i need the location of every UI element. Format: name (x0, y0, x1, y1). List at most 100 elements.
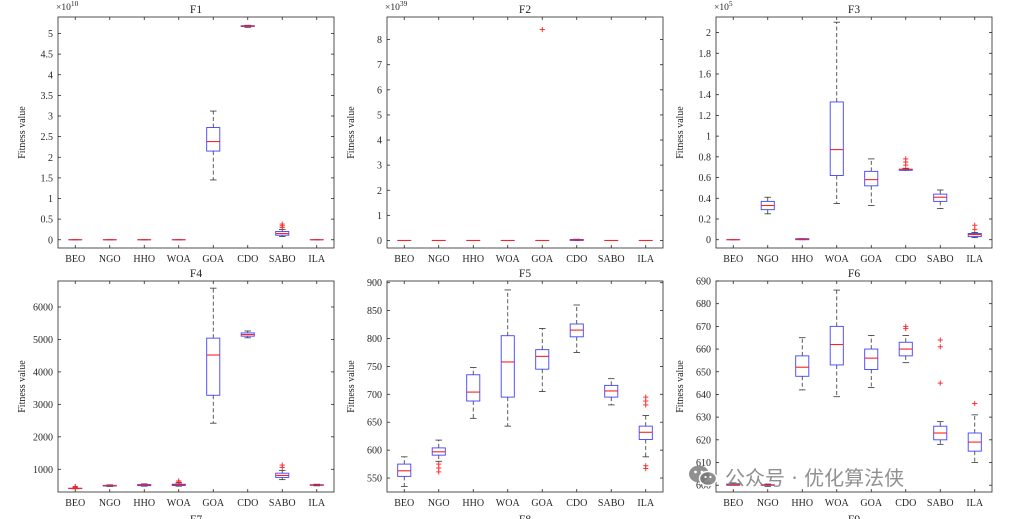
box-woa (171, 478, 186, 487)
y-tick-label: 4 (377, 136, 382, 147)
y-tick-label: 4 (48, 70, 53, 81)
x-tick-label: CDO (895, 254, 916, 265)
x-tick-label: ILA (637, 254, 654, 265)
iqr-box (206, 337, 221, 396)
iqr-box (864, 348, 879, 370)
x-tick-label: NGO (99, 254, 121, 265)
x-tick-label: SABO (927, 254, 954, 265)
plot-frame (715, 280, 993, 493)
box-cdo (240, 330, 255, 339)
chart-title: F4 (190, 268, 202, 280)
y-tick-label: 3 (377, 161, 382, 172)
y-axis-label: Fitness value (346, 360, 357, 413)
y-tick-label: 7 (377, 60, 382, 71)
y-tick-label: 3.5 (41, 91, 54, 102)
box-goa (535, 328, 550, 392)
chart-panel-f4: F4 Fitness value 1000 2000 3000 4000 5000 6000 B… (17, 268, 335, 509)
box-goa (864, 158, 879, 206)
y-axis-exponent: ×1039 (385, 0, 408, 13)
y-tick-label: 8 (377, 35, 382, 46)
box-beo (68, 483, 83, 490)
iqr-box (535, 349, 550, 370)
y-tick-label: 1 (706, 132, 711, 143)
x-tick-label: ILA (966, 254, 983, 265)
x-tick-label: WOA (167, 254, 192, 265)
x-tick-label: ILA (966, 498, 983, 509)
iqr-box (466, 374, 481, 402)
y-tick-label: 3 (48, 112, 53, 123)
x-tick-label: HHO (133, 254, 155, 265)
wechat-icon (689, 465, 718, 487)
chart-title: F5 (519, 268, 531, 280)
watermark: 公众号 · 优化算法侠 (688, 458, 904, 494)
plot-frame (57, 16, 335, 249)
outlier-marker (436, 461, 442, 467)
y-tick-label: 0.5 (41, 215, 54, 226)
y-tick-label: 0 (706, 235, 711, 246)
x-tick-label: WOA (496, 498, 521, 509)
y-tick-label: 5000 (33, 335, 53, 346)
x-tick-label: CDO (237, 254, 258, 265)
x-tick-label: BEO (723, 254, 743, 265)
y-axis-exponent-power: 39 (400, 0, 408, 8)
y-tick-label: 640 (696, 390, 711, 401)
outlier-marker (279, 462, 285, 468)
y-tick-label: 1.5 (41, 173, 54, 184)
y-tick-label: 2 (48, 153, 53, 164)
chart-panel-f3: F3 Fitness value ×105 0 0.2 0.4 0.6 0.8 1 1.2 1.4 1… (675, 0, 993, 265)
box-hho (466, 367, 481, 419)
x-tick-label: NGO (99, 498, 121, 509)
x-tick-label: GOA (531, 254, 553, 265)
x-tick-label: BEO (65, 254, 85, 265)
iqr-box (795, 355, 810, 377)
box-cdo (240, 24, 255, 28)
y-axis-label: Fitness value (675, 106, 686, 159)
iqr-box (864, 170, 879, 187)
y-tick-label: 5 (377, 110, 382, 121)
y-tick-label: 600 (367, 446, 382, 457)
outlier-marker (72, 483, 78, 490)
chart-panel-f2: F2 Fitness value ×1039 0 1 2 3 4 5 6 7 8 BEO NGO HHO WO… (346, 0, 664, 265)
y-tick-label: 690 (696, 277, 711, 288)
box-hho (795, 238, 810, 241)
box-hho (137, 483, 152, 487)
y-tick-label: 3000 (33, 400, 53, 411)
x-tick-label: WOA (496, 254, 521, 265)
next-chart-title: F9 (848, 514, 860, 519)
x-tick-label: NGO (428, 498, 450, 509)
x-tick-label: WOA (167, 498, 192, 509)
box-ila (967, 400, 982, 463)
plot-frame (57, 280, 335, 493)
y-axis-label: Fitness value (675, 360, 686, 413)
y-tick-label: 700 (367, 390, 382, 401)
x-tick-label: NGO (757, 498, 779, 509)
y-tick-label: 6000 (33, 302, 53, 313)
box-sabo (933, 189, 948, 210)
x-tick-label: HHO (791, 498, 813, 509)
x-tick-label: SABO (269, 254, 296, 265)
y-tick-label: 1.4 (699, 90, 712, 101)
iqr-box (829, 325, 844, 366)
x-tick-label: SABO (598, 498, 625, 509)
plot-frame (386, 280, 664, 493)
y-tick-label: 660 (696, 345, 711, 356)
y-tick-label: 850 (367, 306, 382, 317)
box-cdo (898, 156, 913, 171)
iqr-box (206, 127, 221, 152)
y-tick-label: 4.5 (41, 50, 54, 61)
chart-panel-f1: F1 Fitness value ×1010 0 0.5 1 1.5 2 2.5 3 3.5 4 4.5… (17, 0, 335, 265)
chart-title: F1 (190, 4, 202, 16)
y-tick-label: 650 (367, 418, 382, 429)
outlier-marker (972, 222, 978, 228)
outlier-marker (972, 400, 978, 407)
box-goa (535, 26, 550, 242)
x-tick-label: SABO (598, 254, 625, 265)
box-goa (864, 335, 879, 389)
x-tick-label: BEO (394, 254, 414, 265)
y-tick-label: 5 (48, 29, 53, 40)
y-axis-exponent: ×1010 (56, 0, 79, 13)
x-tick-label: GOA (860, 498, 882, 509)
y-tick-label: 1 (377, 211, 382, 222)
y-tick-label: 750 (367, 362, 382, 373)
